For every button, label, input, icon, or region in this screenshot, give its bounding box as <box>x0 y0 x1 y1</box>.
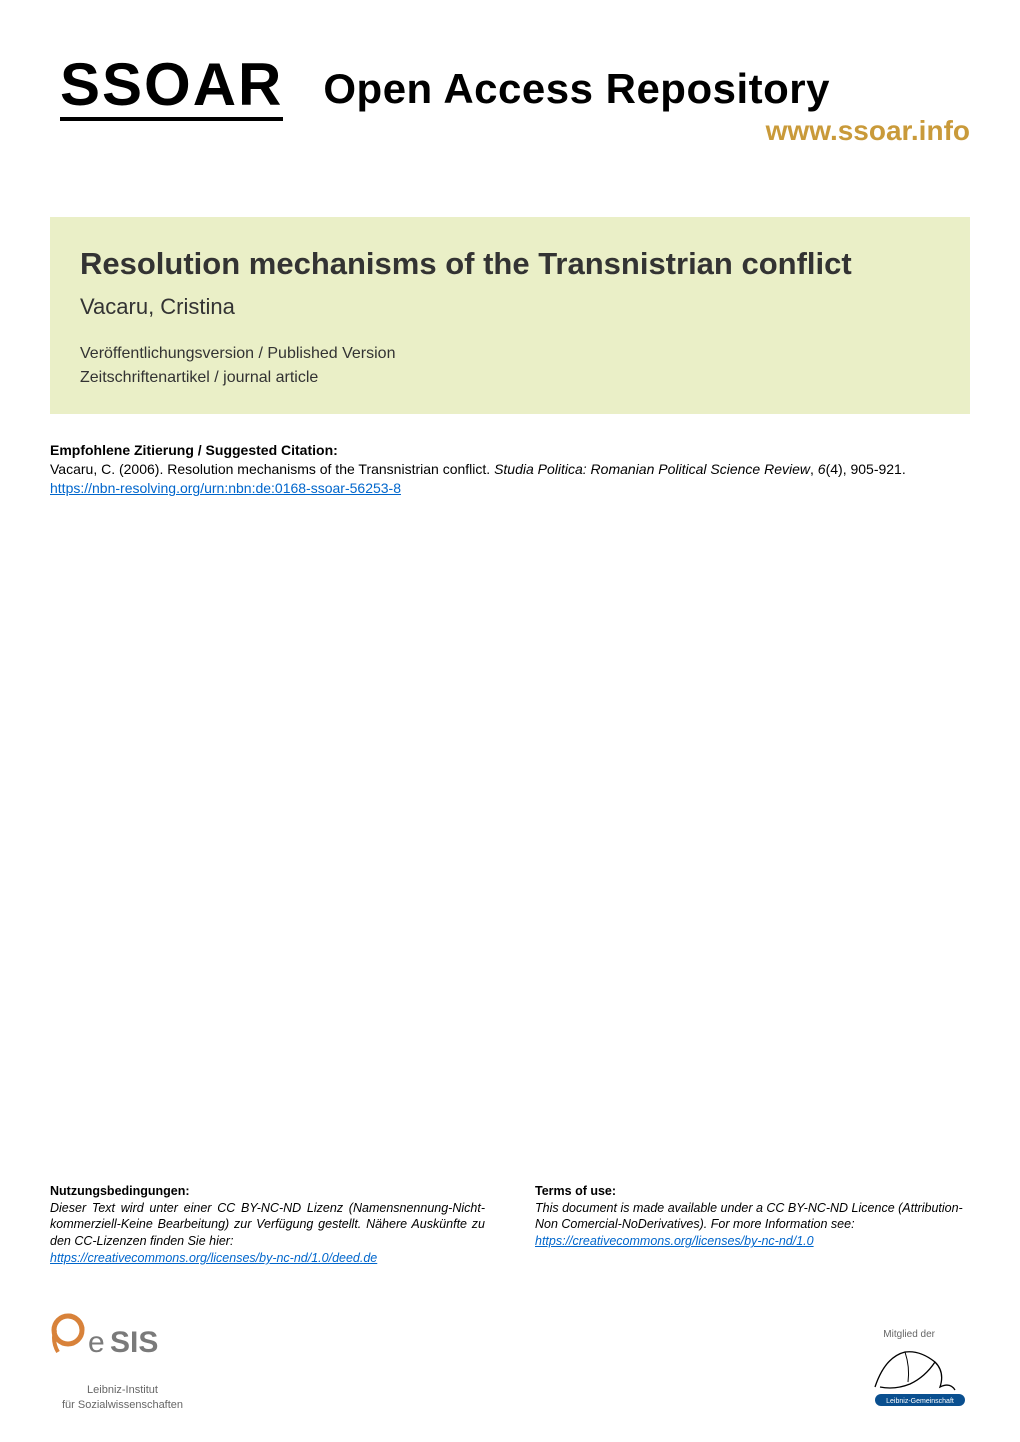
svg-text:e: e <box>88 1326 105 1359</box>
gesis-sub-2: für Sozialwissenschaften <box>62 1399 183 1412</box>
citation-volume: 6 <box>818 461 826 477</box>
citation-text: Vacaru, C. (2006). Resolution mechanisms… <box>50 460 970 499</box>
citation-block: Empfohlene Zitierung / Suggested Citatio… <box>50 442 970 499</box>
terms-row: Nutzungsbedingungen: Dieser Text wird un… <box>50 1183 970 1267</box>
repo-title: Open Access Repository <box>323 65 970 113</box>
repo-title-block: Open Access Repository www.ssoar.info <box>323 55 970 147</box>
terms-left-heading: Nutzungsbedingungen: <box>50 1184 190 1198</box>
gesis-sub-1: Leibniz-Institut <box>87 1384 158 1397</box>
author-name: Vacaru, Cristina <box>80 294 940 320</box>
terms-right-link[interactable]: https://creativecommons.org/licenses/by-… <box>535 1234 814 1248</box>
version-line-1: Veröffentlichungsversion / Published Ver… <box>80 342 940 366</box>
leibniz-logo-block: Mitglied der Leibniz-Gemeinschaft <box>860 1329 970 1412</box>
version-line-2: Zeitschriftenartikel / journal article <box>80 366 940 390</box>
terms-left-link[interactable]: https://creativecommons.org/licenses/by-… <box>50 1251 377 1265</box>
citation-mid: , <box>810 461 818 477</box>
gesis-logo-block: e SIS Leibniz-Institut für Sozialwissens… <box>50 1312 195 1412</box>
ssoar-logo: SSOAR <box>60 55 283 121</box>
doi-link[interactable]: https://nbn-resolving.org/urn:nbn:de:016… <box>50 480 401 496</box>
page-footer: e SIS Leibniz-Institut für Sozialwissens… <box>50 1312 970 1412</box>
svg-text:SIS: SIS <box>110 1326 158 1359</box>
terms-right-heading: Terms of use: <box>535 1184 616 1198</box>
paper-title: Resolution mechanisms of the Transnistri… <box>80 245 940 284</box>
citation-suffix: (4), 905-921. <box>826 461 906 477</box>
terms-left-body: Dieser Text wird unter einer CC BY-NC-ND… <box>50 1200 485 1251</box>
terms-left: Nutzungsbedingungen: Dieser Text wird un… <box>50 1183 485 1267</box>
mitglied-label: Mitglied der <box>883 1329 935 1340</box>
repo-url[interactable]: www.ssoar.info <box>323 115 970 147</box>
citation-prefix: Vacaru, C. (2006). Resolution mechanisms… <box>50 461 494 477</box>
citation-heading: Empfohlene Zitierung / Suggested Citatio… <box>50 442 970 458</box>
gesis-logo-icon: e SIS <box>50 1312 195 1382</box>
citation-journal: Studia Politica: Romanian Political Scie… <box>494 461 810 477</box>
terms-right-body: This document is made available under a … <box>535 1201 963 1232</box>
title-box: Resolution mechanisms of the Transnistri… <box>50 217 970 414</box>
terms-right: Terms of use: This document is made avai… <box>535 1183 970 1267</box>
ssoar-logo-text: SSOAR <box>60 55 283 121</box>
leibniz-logo-icon: Leibniz-Gemeinschaft <box>860 1342 970 1412</box>
leibniz-label-text: Leibniz-Gemeinschaft <box>886 1398 954 1405</box>
page-header: SSOAR Open Access Repository www.ssoar.i… <box>0 0 1020 147</box>
